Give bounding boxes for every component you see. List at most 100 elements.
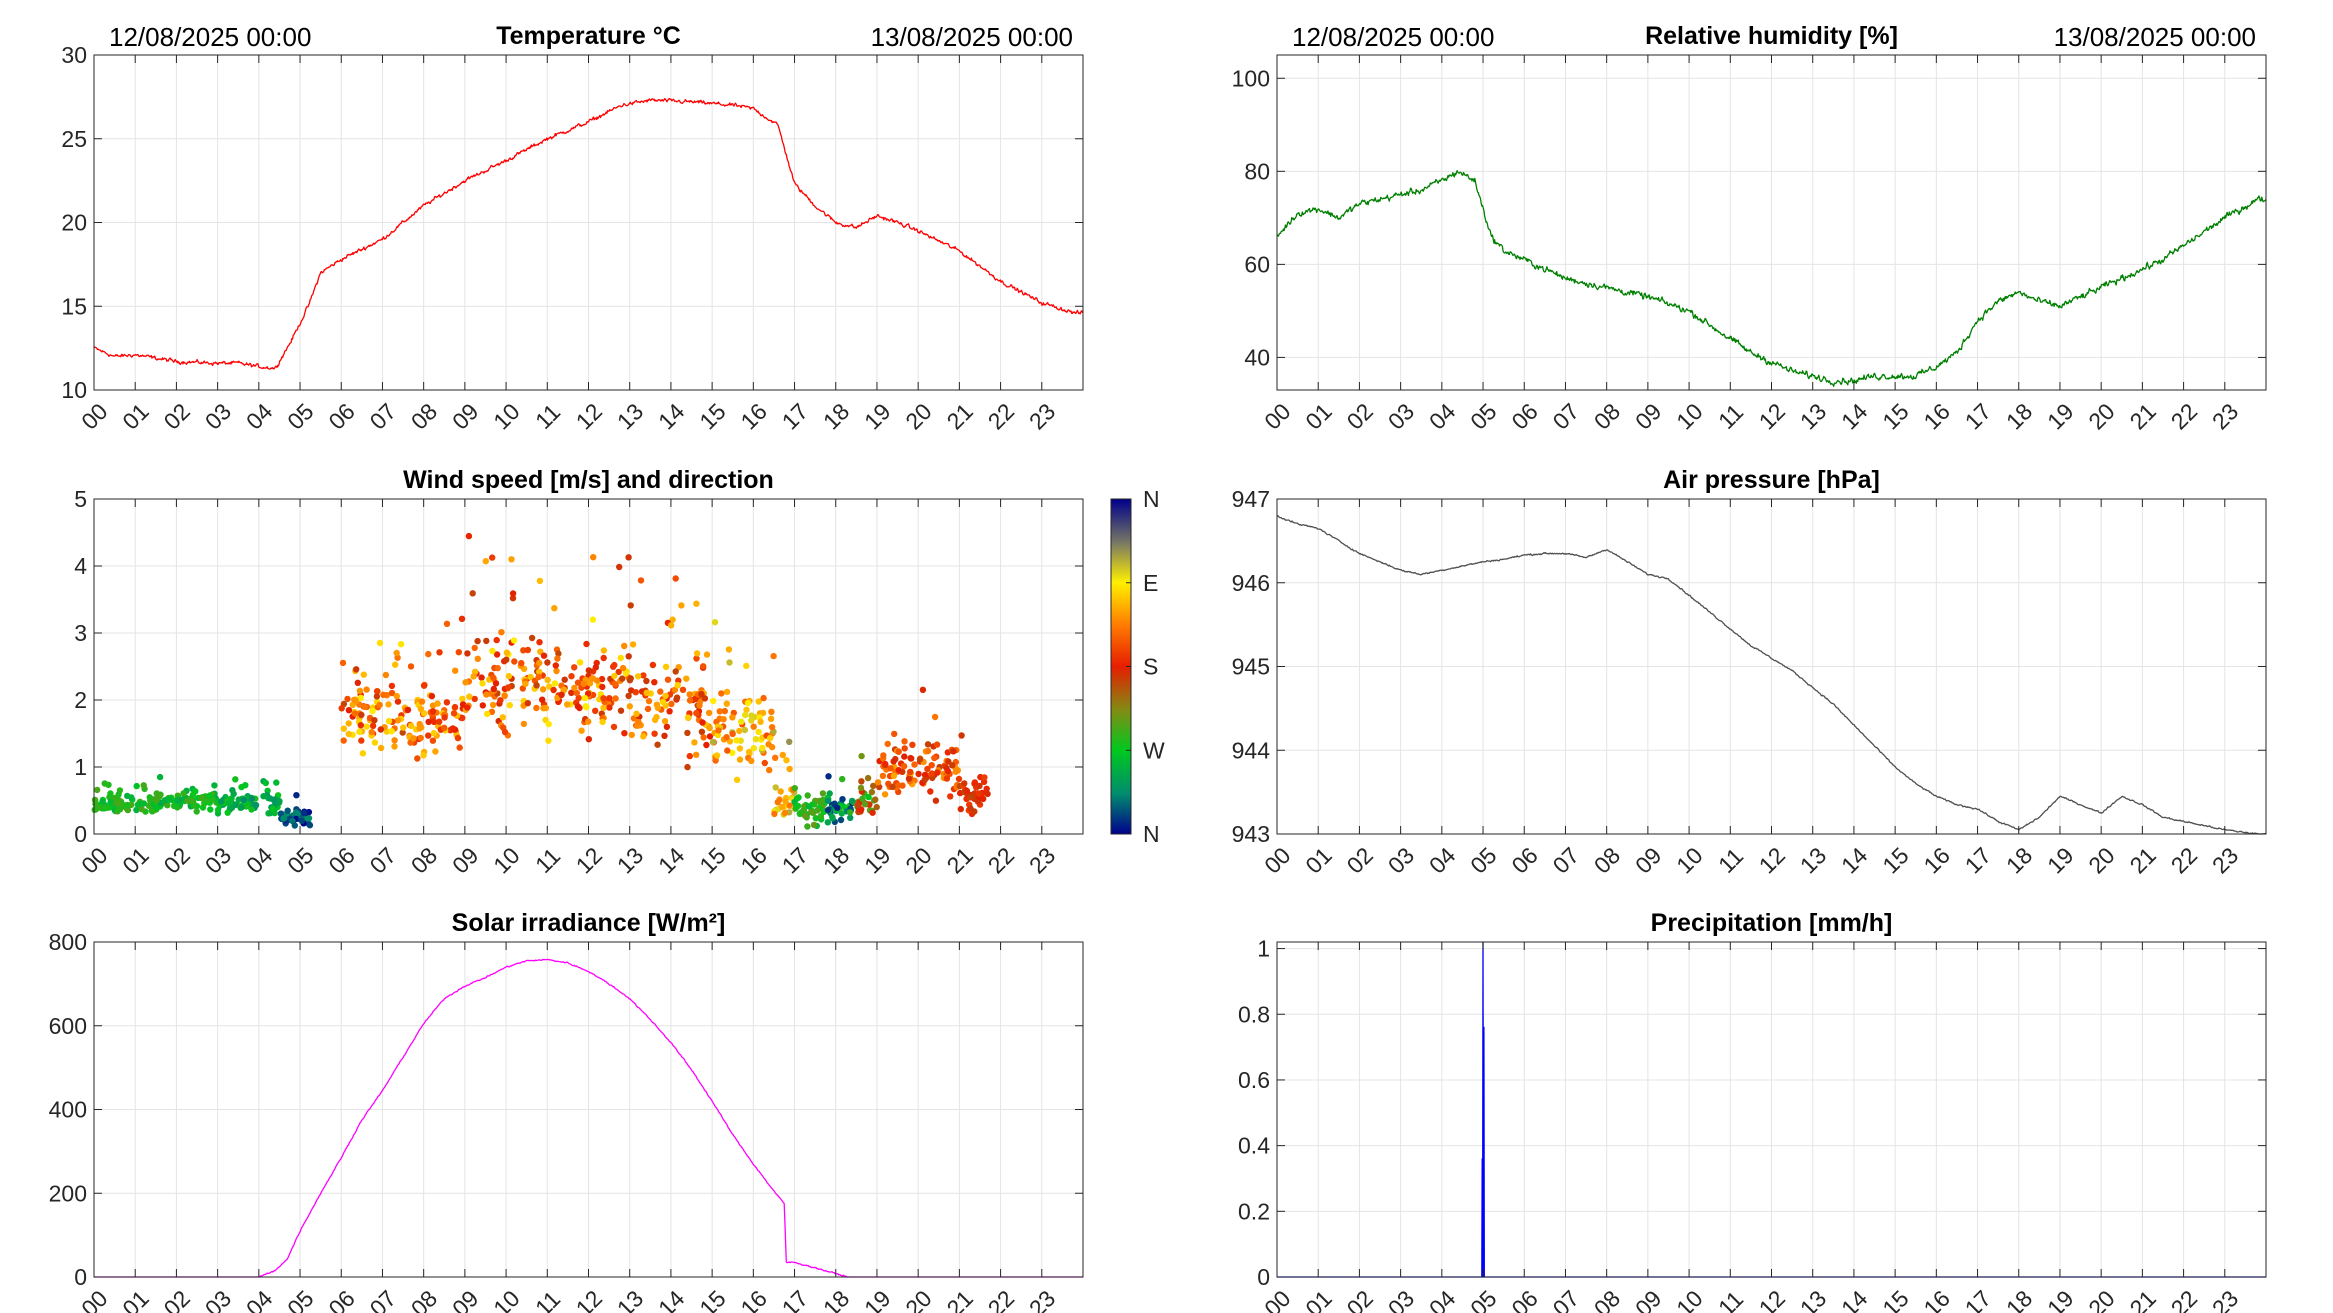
wind-point [536,639,543,646]
wind-point [890,758,897,765]
wind-point [464,704,471,711]
wind-point [353,666,360,673]
y-tick-label: 800 [49,929,87,955]
wind-point [934,769,941,776]
wind-point [585,667,592,674]
y-tick-label: 944 [1232,737,1271,763]
wind-point [882,760,889,768]
wind-point [899,782,906,789]
y-tick-label: 60 [1244,251,1270,277]
wind-point [174,797,181,804]
wind-point [928,762,935,769]
x-tick-label: 16 [735,842,771,878]
x-tick-label: 06 [1506,1285,1542,1313]
wind-point [619,664,627,672]
x-tick-label: 02 [159,398,195,434]
y-tick-label: 943 [1232,821,1270,847]
wind-point [340,737,347,744]
x-tick-label: 19 [859,1285,895,1313]
wind-point [536,577,544,585]
x-tick-label: 21 [2124,842,2160,878]
wind-point [436,718,443,725]
y-tick-label: 0.4 [1238,1133,1270,1159]
wind-point [761,759,768,767]
wind-point [482,558,489,565]
x-tick-label: 04 [241,398,278,435]
wind-point [91,796,99,804]
wind-point [957,805,964,813]
wind-point [640,733,647,740]
x-tick-label: 23 [1024,1285,1060,1313]
wind-point [640,672,647,679]
wind-point [857,784,865,792]
date-start: 12/08/2025 00:00 [109,22,311,52]
wind-point [441,724,448,731]
y-tick-label: 0.2 [1238,1198,1270,1224]
wind-point [490,685,497,693]
x-tick-label: 22 [2166,398,2202,434]
wind-point [651,730,658,737]
wind-point [716,708,723,715]
wind-point [693,655,700,662]
wind-point [612,695,619,702]
wind-point [545,737,552,744]
wind-point [533,704,540,712]
wind-point [505,672,513,680]
x-tick-label: 03 [200,398,236,434]
x-tick-label: 03 [1383,842,1419,878]
wind-point [359,750,367,757]
wind-point [568,673,575,680]
wind-point [971,779,979,786]
wind-point [546,683,553,690]
wind-point [633,710,640,717]
wind-point [399,729,406,736]
wind-point [291,822,298,829]
y-tick-label: 400 [49,1097,87,1123]
wind-point [536,659,543,667]
x-tick-label: 01 [1300,398,1336,434]
wind-point [553,667,560,675]
wind-point [464,650,471,657]
wind-point [533,682,540,689]
wind-point [394,698,402,705]
wind-point [700,663,707,670]
x-tick-label: 12 [1754,398,1790,434]
x-tick-label: 13 [612,398,648,434]
wind-point [339,659,347,667]
wind-point [345,720,352,727]
wind-point [834,804,841,812]
x-tick-label: 06 [1506,398,1542,434]
wind-point [755,698,762,705]
wind-point [693,751,700,758]
wind-point [825,773,832,780]
x-tick-label: 11 [1713,843,1748,878]
wind-point [105,781,112,788]
wind-point [723,700,730,707]
wind-point [357,694,364,701]
y-tick-label: 15 [61,293,87,319]
wind-point [360,671,367,678]
wind-point [300,809,308,817]
wind-point [408,722,415,730]
wind-point [410,735,417,742]
wind-point [703,651,711,658]
x-tick-label: 01 [1300,1285,1336,1313]
wind-point [726,659,733,666]
wind-point [895,767,902,774]
wind-point [483,637,490,645]
wind-point [459,714,466,722]
wind-point [510,637,518,644]
wind-point [755,728,762,736]
wind-point [429,708,437,715]
wind-point [911,761,918,768]
wind-point [684,729,691,737]
wind-point [248,795,256,802]
x-tick-label: 22 [2166,1285,2202,1313]
wind-point [621,730,628,737]
wind-point [705,709,713,717]
wind-point [198,794,206,802]
x-tick-label: 03 [1383,1285,1419,1313]
x-tick-label: 19 [859,398,895,434]
